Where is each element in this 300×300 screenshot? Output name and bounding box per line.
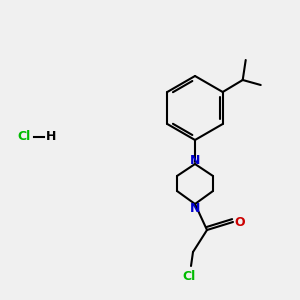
- Text: Cl: Cl: [182, 269, 196, 283]
- Text: N: N: [190, 202, 200, 214]
- Text: Cl: Cl: [17, 130, 31, 143]
- Text: N: N: [190, 154, 200, 166]
- Text: H: H: [46, 130, 56, 143]
- Text: O: O: [235, 215, 245, 229]
